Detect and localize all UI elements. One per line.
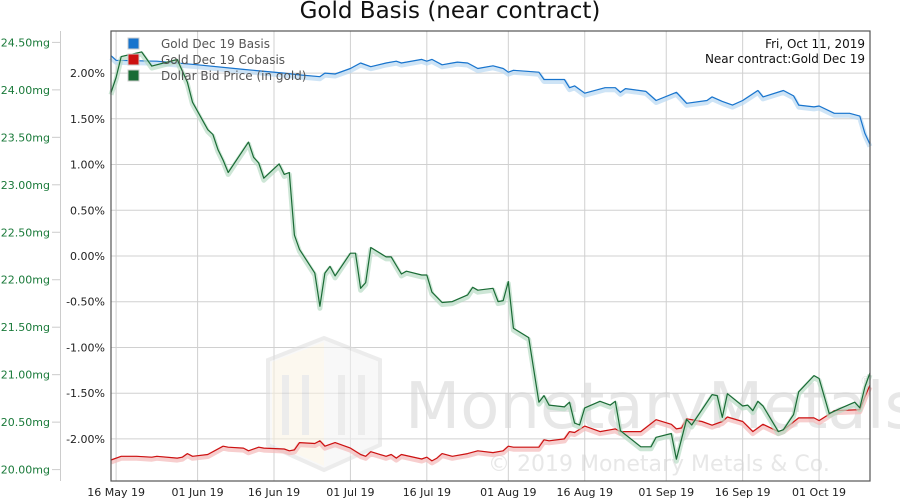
x-tick-label: 16 Aug 19: [557, 486, 613, 499]
legend-label: Gold Dec 19 Basis: [161, 37, 270, 51]
legend-swatch-basis: [128, 38, 139, 49]
legend-item-basis[interactable]: Gold Dec 19 Basis: [128, 37, 270, 51]
watermark-copyright: © 2019 Monetary Metals & Co.: [488, 452, 830, 477]
annotation-date: Fri, Oct 11, 2019: [765, 37, 865, 51]
x-tick-label: 16 Jun 19: [248, 486, 300, 499]
mg-tick-label: 21.50mg: [1, 321, 50, 334]
mg-tick-label: 22.00mg: [1, 274, 50, 287]
x-tick-label: 01 Jul 19: [326, 486, 374, 499]
y-left-axis: 2.00% 1.50% 1.00% 0.50% 0.00% -0.50% -1.00% -1.…: [66, 67, 105, 446]
y-tick-label: -1.00%: [66, 341, 105, 354]
mg-tick-label: 20.50mg: [1, 416, 50, 429]
y-tick-label: 0.00%: [70, 250, 105, 263]
mg-tick-label: 24.00mg: [1, 84, 50, 97]
mg-tick-label: 23.50mg: [1, 131, 50, 144]
x-tick-label: 16 May 19: [87, 486, 145, 499]
y-tick-label: 0.50%: [70, 204, 105, 217]
mg-tick-label: 23.00mg: [1, 179, 50, 192]
y-tick-label: 1.00%: [70, 159, 105, 172]
legend-swatch-cobasis: [128, 54, 139, 65]
x-tick-label: 01 Jun 19: [172, 486, 224, 499]
chart-title: Gold Basis (near contract): [300, 0, 601, 24]
mg-tick-label: 22.50mg: [1, 226, 50, 239]
x-tick-label: 01 Sep 19: [638, 486, 694, 499]
annotation-contract: Near contract:Gold Dec 19: [705, 52, 865, 66]
legend-label: Gold Dec 19 Cobasis: [161, 53, 285, 67]
legend[interactable]: Gold Dec 19 Basis Gold Dec 19 Cobasis Do…: [128, 37, 306, 83]
legend-swatch-dollar-bid: [128, 70, 139, 81]
y-tick-label: -0.50%: [66, 296, 105, 309]
x-axis: 16 May 19 01 Jun 19 16 Jun 19 01 Jul 19 16 J…: [87, 486, 846, 499]
x-tick-label: 01 Aug 19: [480, 486, 536, 499]
y-tick-label: -1.50%: [66, 387, 105, 400]
legend-item-dollar-bid[interactable]: Dollar Bid Price (in gold): [128, 69, 306, 83]
y-tick-label: 1.50%: [70, 113, 105, 126]
y-right-axis: 24.50mg 24.00mg 23.50mg 23.00mg 22.50mg 22.00…: [1, 36, 60, 476]
mg-tick-label: 20.00mg: [1, 464, 50, 477]
y-tick-label: -2.00%: [66, 433, 105, 446]
mg-tick-label: 24.50mg: [1, 36, 50, 49]
y-tick-label: 2.00%: [70, 67, 105, 80]
mg-tick-label: 21.00mg: [1, 369, 50, 382]
x-tick-label: 01 Oct 19: [792, 486, 846, 499]
legend-label: Dollar Bid Price (in gold): [161, 69, 306, 83]
x-tick-label: 16 Jul 19: [403, 486, 451, 499]
x-tick-label: 16 Sep 19: [715, 486, 771, 499]
